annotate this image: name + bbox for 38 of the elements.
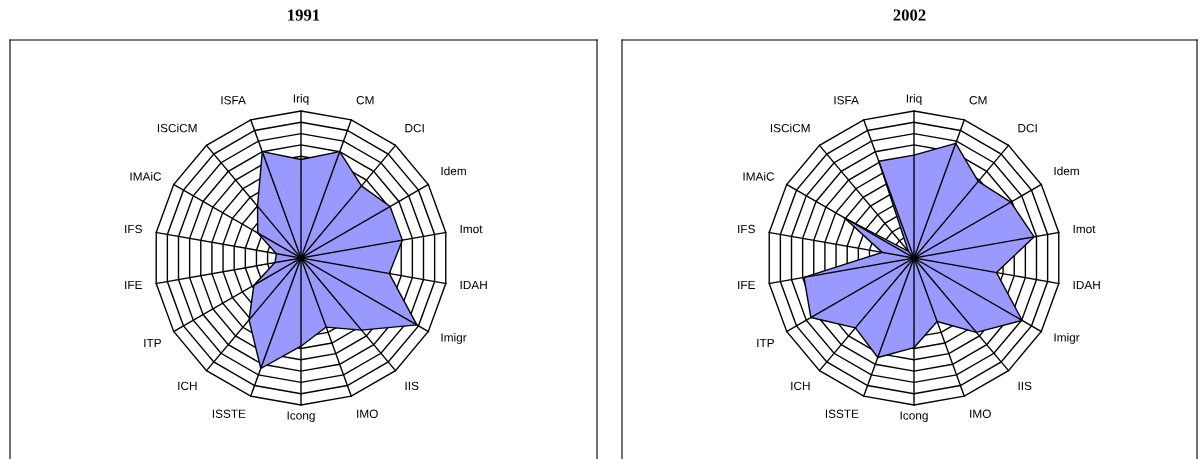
spoke-label: Imigr: [441, 333, 467, 344]
spoke-label: ITP: [757, 338, 774, 348]
spoke-label: IDAH: [1073, 280, 1100, 290]
spoke-label: ISCiCM: [157, 123, 197, 133]
spoke-label: Imot: [460, 224, 483, 234]
spoke-label: ITP: [144, 338, 161, 348]
spoke-label: Iriq: [906, 94, 922, 105]
spoke-label: CM: [969, 96, 987, 105]
spoke-label: DCI: [1018, 123, 1037, 133]
spoke-label: IMO: [970, 409, 991, 418]
spoke-label: ISSTE: [212, 409, 246, 418]
spoke-label: ICH: [791, 381, 810, 390]
spoke-label: IIS: [405, 381, 419, 390]
chart-title: 1991: [288, 9, 320, 21]
spoke-label: CM: [356, 96, 374, 105]
spoke-label: ISCiCM: [770, 123, 810, 133]
spoke-label: IIS: [1018, 381, 1032, 390]
spoke-label: Imigr: [1054, 333, 1080, 344]
spoke-label: ICH: [178, 381, 197, 390]
spoke-label: IMAiC: [743, 172, 775, 181]
spoke-label: IFS: [125, 224, 142, 234]
spoke-label: Icong: [287, 411, 315, 422]
spoke-label: IFE: [125, 280, 142, 290]
spoke-label: Idem: [1054, 166, 1079, 176]
spoke-label: ISSTE: [825, 409, 859, 418]
spoke-label: IFE: [738, 280, 755, 290]
spoke-label: Iriq: [293, 94, 309, 105]
spoke-label: IFS: [738, 224, 755, 234]
spoke-label: ISFA: [221, 96, 246, 105]
spoke-label: IMAiC: [130, 172, 162, 181]
spoke-label: IMO: [357, 409, 378, 418]
spoke-label: IDAH: [460, 280, 487, 290]
spoke-label: ISFA: [834, 96, 859, 105]
spoke-label: DCI: [405, 123, 424, 133]
spoke-label: Idem: [441, 166, 466, 176]
spoke-label: Icong: [900, 411, 928, 422]
spoke-label: Imot: [1073, 224, 1096, 234]
chart-title: 2002: [893, 9, 926, 21]
